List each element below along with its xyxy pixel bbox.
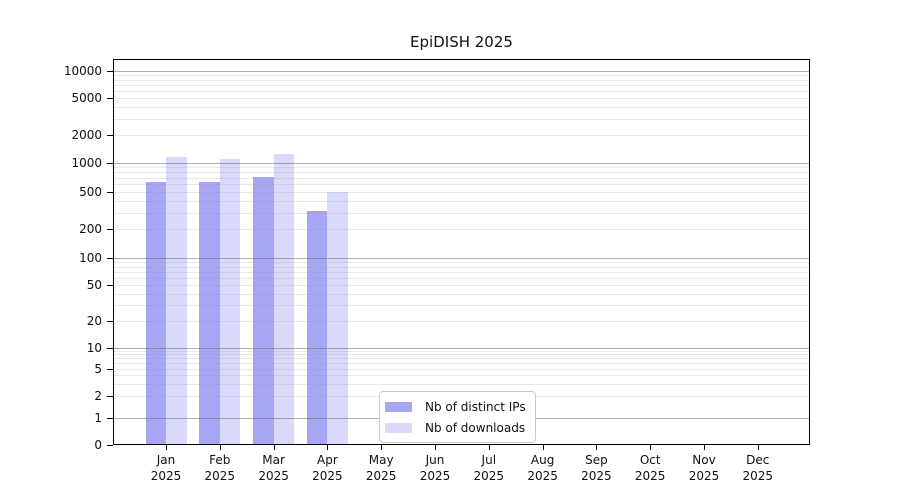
chart-title: EpiDISH 2025 xyxy=(410,33,513,51)
y-tick-label-2000: 2000 xyxy=(71,128,102,143)
y-tick-label-0: 0 xyxy=(94,437,102,452)
y-tick-mark xyxy=(107,444,113,446)
x-tick-mark xyxy=(757,445,759,450)
y-tick-label-500: 500 xyxy=(79,184,102,199)
y-tick-mark xyxy=(107,98,113,100)
y-tick-label-5000: 5000 xyxy=(71,91,102,106)
y-tick-label-2: 2 xyxy=(94,389,102,404)
x-tick-mark xyxy=(488,445,490,450)
y-tick-mark xyxy=(107,258,113,259)
x-tick-label-may: May 2025 xyxy=(365,453,397,483)
x-tick-label-apr: Apr 2025 xyxy=(312,453,343,483)
x-tick-mark xyxy=(381,445,383,450)
legend-row-nb-of-downloads: Nb of downloads xyxy=(385,417,526,438)
x-tick-mark xyxy=(542,445,544,450)
legend-swatch-icon xyxy=(385,422,412,433)
y-tick-mark xyxy=(107,163,113,164)
y-tick-label-1000: 1000 xyxy=(71,156,102,170)
y-tick-label-200: 200 xyxy=(79,222,102,237)
x-tick-label-mar: Mar 2025 xyxy=(258,453,289,483)
y-tick-label-10: 10 xyxy=(86,340,102,355)
bar-nb-of-distinct-ips-jan-2025 xyxy=(145,182,166,445)
x-tick-label-jan: Jan 2025 xyxy=(150,453,182,483)
legend-row-nb-of-distinct-ips: Nb of distinct IPs xyxy=(385,396,526,417)
x-tick-mark xyxy=(704,445,705,450)
x-tick-mark xyxy=(650,445,652,450)
bars-layer xyxy=(113,59,810,445)
x-tick-label-feb: Feb 2025 xyxy=(204,453,236,483)
y-tick-mark xyxy=(107,191,113,193)
bar-nb-of-distinct-ips-feb-2025 xyxy=(199,181,220,445)
x-tick-mark xyxy=(596,445,598,450)
bar-nb-of-downloads-feb-2025 xyxy=(219,159,241,445)
x-tick-mark xyxy=(435,445,436,450)
x-tick-label-jul: Jul 2025 xyxy=(473,453,505,483)
bar-nb-of-downloads-apr-2025 xyxy=(327,191,348,445)
x-tick-label-nov: Nov 2025 xyxy=(688,453,720,483)
y-tick-mark xyxy=(107,320,113,322)
x-tick-label-oct: Oct 2025 xyxy=(634,453,666,483)
y-tick-mark xyxy=(107,396,113,398)
bar-nb-of-downloads-mar-2025 xyxy=(273,154,295,445)
x-tick-label-aug: Aug 2025 xyxy=(527,453,558,483)
legend-swatch-icon xyxy=(385,401,412,412)
x-tick-mark xyxy=(219,445,221,450)
x-tick-label-jun: Jun 2025 xyxy=(419,453,451,483)
legend-label: Nb of downloads xyxy=(425,420,526,435)
bar-nb-of-distinct-ips-apr-2025 xyxy=(306,210,328,445)
y-tick-mark xyxy=(107,229,113,231)
bar-nb-of-downloads-jan-2025 xyxy=(166,157,187,445)
x-tick-mark xyxy=(166,445,167,450)
legend: Nb of distinct IPs Nb of downloads xyxy=(379,391,536,443)
x-tick-label-sep: Sep 2025 xyxy=(581,453,612,483)
y-tick-label-1: 1 xyxy=(94,410,102,425)
y-tick-label-5: 5 xyxy=(94,361,102,376)
plot-area xyxy=(113,59,810,445)
x-tick-mark xyxy=(273,445,275,450)
y-tick-mark xyxy=(107,135,113,137)
y-tick-mark xyxy=(107,70,113,72)
y-tick-label-20: 20 xyxy=(86,313,102,328)
x-tick-label-dec: Dec 2025 xyxy=(742,453,774,483)
y-tick-mark xyxy=(107,368,113,370)
bar-nb-of-distinct-ips-mar-2025 xyxy=(253,176,274,445)
y-tick-mark xyxy=(107,347,113,349)
y-tick-label-100: 100 xyxy=(79,251,102,265)
y-tick-mark xyxy=(107,417,113,419)
y-tick-label-10000: 10000 xyxy=(63,63,102,78)
y-tick-label-50: 50 xyxy=(86,277,102,292)
y-tick-mark xyxy=(107,284,113,286)
legend-label: Nb of distinct IPs xyxy=(425,399,526,414)
x-tick-mark xyxy=(327,445,329,450)
